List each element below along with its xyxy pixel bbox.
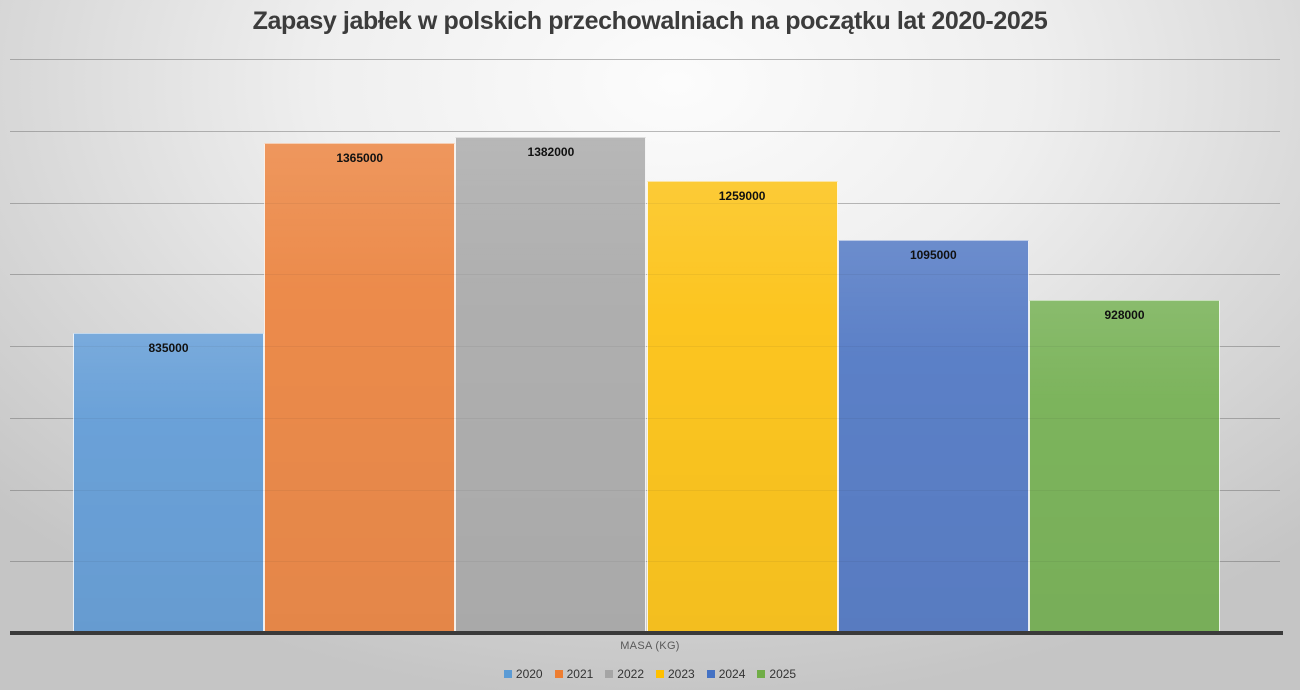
legend-swatch-icon [757,670,766,678]
bar-value-label-2022: 1382000 [527,145,575,160]
gridline [10,130,1280,132]
gridline-overlay [10,561,1280,563]
legend-label: 2025 [769,667,797,681]
legend-item-2023: 2023 [656,667,695,681]
bar-2022: 1382000 [455,137,647,633]
bar-2024: 1095000 [837,240,1029,633]
legend-swatch-icon [656,670,664,678]
gridline-overlay [10,130,1280,132]
bar-value-label-2024: 1095000 [909,248,957,263]
legend: 2020 2021 2022 2023 2024 2025 [0,667,1300,681]
legend-item-2025: 2025 [757,667,796,681]
gridline-overlay [10,417,1280,419]
x-axis-line [10,631,1283,635]
gridline-overlay [10,59,1280,60]
legend-label: 2024 [718,667,746,681]
legend-swatch-icon [503,670,512,678]
legend-swatch-icon [605,670,614,678]
x-axis-title: MASA (KG) [620,640,680,652]
legend-swatch-icon [706,670,715,678]
legend-item-2022: 2022 [605,667,644,681]
bar-2023: 1259000 [646,181,838,633]
legend-label: 2022 [617,667,644,681]
gridline-overlay [10,346,1280,347]
bar-value-label-2023: 1259000 [718,189,766,204]
gridline [10,59,1280,60]
legend-item-2021: 2021 [554,667,594,681]
legend-label: 2020 [515,667,543,681]
legend-label: 2023 [668,667,695,681]
gridline-overlay [10,489,1280,491]
chart-title: Zapasy jabłek w polskich przechowalniach… [252,7,1048,35]
bar-2021: 1365000 [264,143,456,633]
legend-item-2024: 2024 [706,667,746,681]
bar-value-label-2020: 835000 [148,341,189,356]
legend-swatch-icon [554,670,563,678]
bar-2020: 835000 [73,333,264,633]
bar-2025: 928000 [1029,300,1220,633]
gridline-overlay [10,274,1280,276]
legend-item-2020: 2020 [503,667,543,681]
gridline-overlay [10,202,1280,204]
legend-label: 2021 [566,667,594,681]
bar-value-label-2025: 928000 [1104,308,1145,323]
bar-value-label-2021: 1365000 [336,151,384,166]
